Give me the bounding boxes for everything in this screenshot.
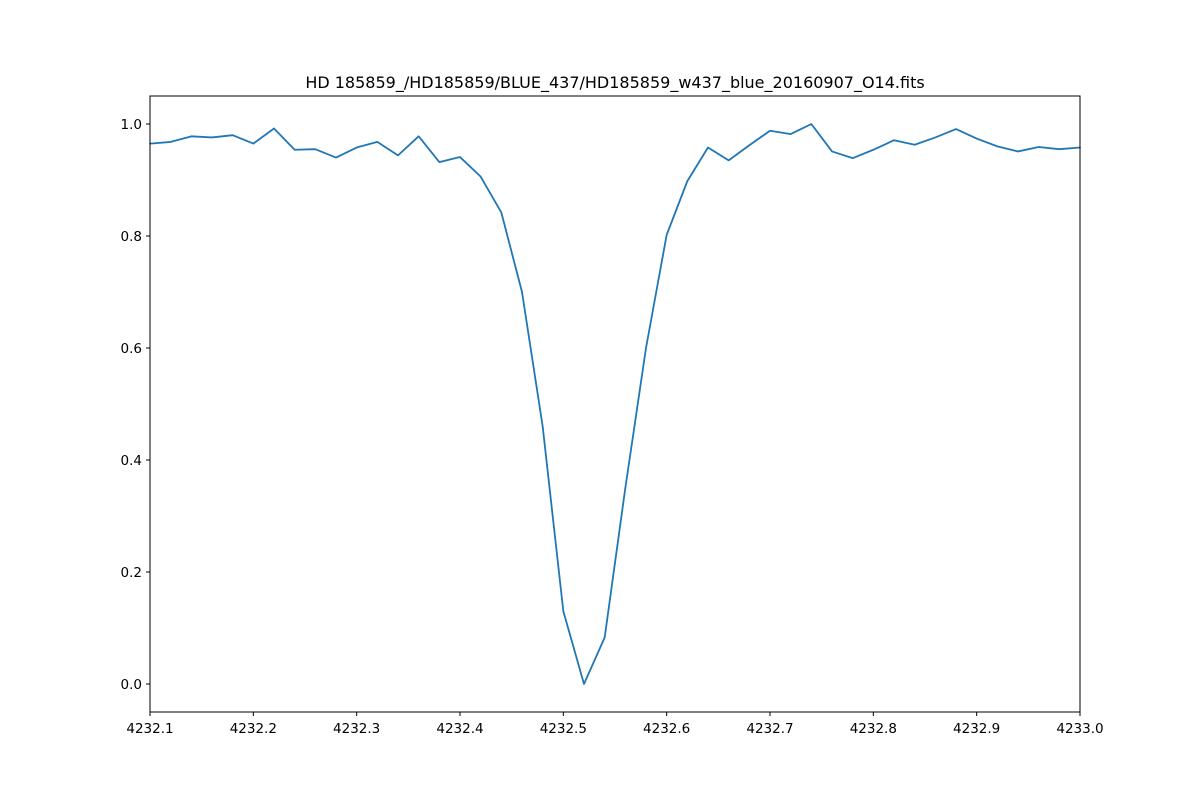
- x-tick-label: 4232.1: [126, 721, 173, 737]
- y-tick-label: 0.0: [121, 677, 142, 693]
- series-layer: [149, 123, 1081, 685]
- x-tick-label: 4232.6: [643, 721, 690, 737]
- series-line: [149, 123, 1081, 685]
- y-tick-label: 1.0: [121, 117, 142, 133]
- y-tick-label: 0.2: [121, 565, 142, 581]
- y-tick-label: 0.6: [121, 341, 142, 357]
- x-tick-label: 4232.3: [333, 721, 380, 737]
- x-tick-label: 4232.2: [230, 721, 277, 737]
- axis-layer: 4232.1 4232.2 4232.3 4232.4 4232.5 4232.6 4232…: [121, 117, 1104, 737]
- x-tick-label: 4233.0: [1056, 721, 1103, 737]
- x-tick-label: 4232.4: [436, 721, 483, 737]
- x-tick-label: 4232.8: [850, 721, 897, 737]
- y-tick-label: 0.4: [121, 453, 142, 469]
- y-tick-label: 0.8: [121, 229, 142, 245]
- chart-title: HD 185859_/HD185859/BLUE_437/HD185859_w4…: [305, 73, 924, 93]
- axes-frame: [149, 95, 1081, 713]
- x-tick-label: 4232.5: [540, 721, 587, 737]
- x-tick-label: 4232.7: [746, 721, 793, 737]
- x-tick-label: 4232.9: [953, 721, 1000, 737]
